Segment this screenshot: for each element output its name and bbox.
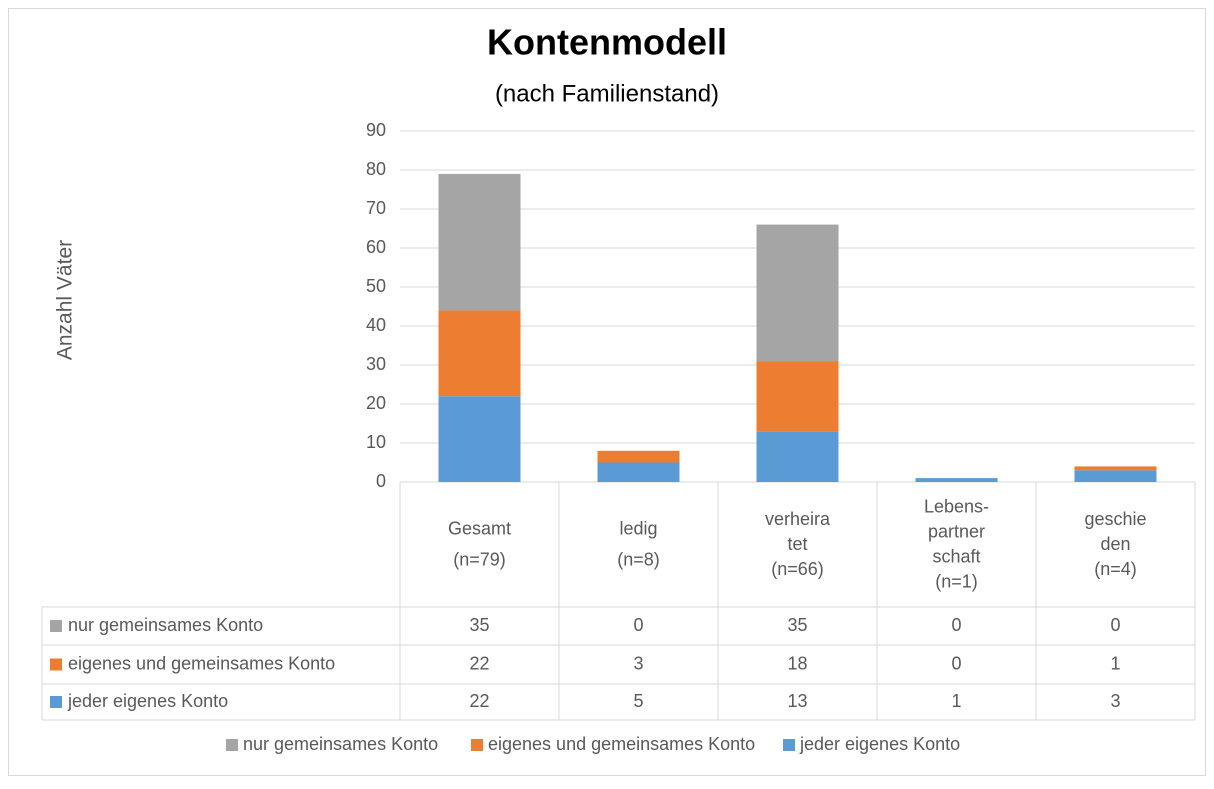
table-cell: 3 bbox=[633, 653, 643, 673]
table-cell: 35 bbox=[787, 615, 807, 635]
x-tick-label: ledig bbox=[619, 518, 657, 538]
legend-key bbox=[783, 739, 795, 751]
bar-segment bbox=[1074, 470, 1157, 482]
y-tick-label: 40 bbox=[366, 315, 386, 335]
table-row-label: nur gemeinsames Konto bbox=[68, 615, 263, 635]
x-tick-label: geschie bbox=[1084, 509, 1146, 529]
legend-label: eigenes und gemeinsames Konto bbox=[488, 734, 755, 754]
x-tick-label: den bbox=[1100, 534, 1130, 554]
bar-segment bbox=[915, 478, 998, 482]
legend-label: jeder eigenes Konto bbox=[799, 734, 960, 754]
legend-key bbox=[471, 739, 483, 751]
x-tick-label: (n=4) bbox=[1094, 559, 1137, 579]
x-tick-label: (n=79) bbox=[453, 549, 506, 569]
table-legend-key bbox=[50, 658, 62, 671]
chart-title: Kontenmodell bbox=[487, 22, 727, 63]
bar-segment bbox=[438, 396, 521, 482]
table-cell: 18 bbox=[787, 653, 807, 673]
bar-segment bbox=[756, 224, 839, 362]
table-cell: 1 bbox=[951, 691, 961, 711]
x-tick-label: tet bbox=[787, 534, 807, 554]
chart-subtitle: (nach Familienstand) bbox=[495, 80, 719, 107]
table-cell: 22 bbox=[469, 691, 489, 711]
table-row-label: jeder eigenes Konto bbox=[67, 691, 228, 711]
legend-label: nur gemeinsames Konto bbox=[243, 734, 438, 754]
chart-border bbox=[8, 8, 1206, 776]
bar-segment bbox=[756, 431, 839, 482]
y-tick-label: 70 bbox=[366, 198, 386, 218]
table-cell: 3 bbox=[1110, 691, 1120, 711]
y-tick-label: 30 bbox=[366, 354, 386, 374]
x-tick-label: Lebens- bbox=[924, 496, 989, 516]
bar-segment bbox=[438, 173, 521, 311]
table-cell: 0 bbox=[633, 615, 643, 635]
table-cell: 0 bbox=[951, 653, 961, 673]
y-tick-label: 50 bbox=[366, 276, 386, 296]
bar-segment bbox=[756, 361, 839, 432]
x-tick-label: (n=8) bbox=[617, 549, 660, 569]
x-tick-label: partner bbox=[928, 521, 985, 541]
table-legend-key bbox=[50, 696, 62, 708]
table-row-label: eigenes und gemeinsames Konto bbox=[68, 653, 335, 673]
bar-segment bbox=[1074, 466, 1157, 471]
x-tick-label: verheira bbox=[765, 509, 831, 529]
legend-key bbox=[226, 739, 238, 751]
table-legend-key bbox=[50, 620, 62, 632]
bar-segment bbox=[597, 462, 680, 482]
table-cell: 0 bbox=[951, 615, 961, 635]
table-cell: 13 bbox=[787, 691, 807, 711]
y-tick-label: 10 bbox=[366, 432, 386, 452]
y-tick-label: 0 bbox=[376, 471, 386, 491]
y-tick-label: 20 bbox=[366, 393, 386, 413]
table-cell: 5 bbox=[633, 691, 643, 711]
y-tick-label: 60 bbox=[366, 237, 386, 257]
y-axis-label: Anzahl Väter bbox=[54, 240, 77, 360]
table-cell: 1 bbox=[1110, 653, 1120, 673]
table-cell: 22 bbox=[469, 653, 489, 673]
table-cell: 35 bbox=[469, 615, 489, 635]
x-tick-label: (n=66) bbox=[771, 559, 824, 579]
x-tick-label: schaft bbox=[932, 546, 980, 566]
bar-segment bbox=[438, 310, 521, 397]
x-tick-label: Gesamt bbox=[448, 518, 511, 538]
y-tick-label: 90 bbox=[366, 120, 386, 140]
x-tick-label: (n=1) bbox=[935, 571, 978, 591]
bar-segment bbox=[597, 450, 680, 463]
table-cell: 0 bbox=[1110, 615, 1120, 635]
y-tick-label: 80 bbox=[366, 159, 386, 179]
